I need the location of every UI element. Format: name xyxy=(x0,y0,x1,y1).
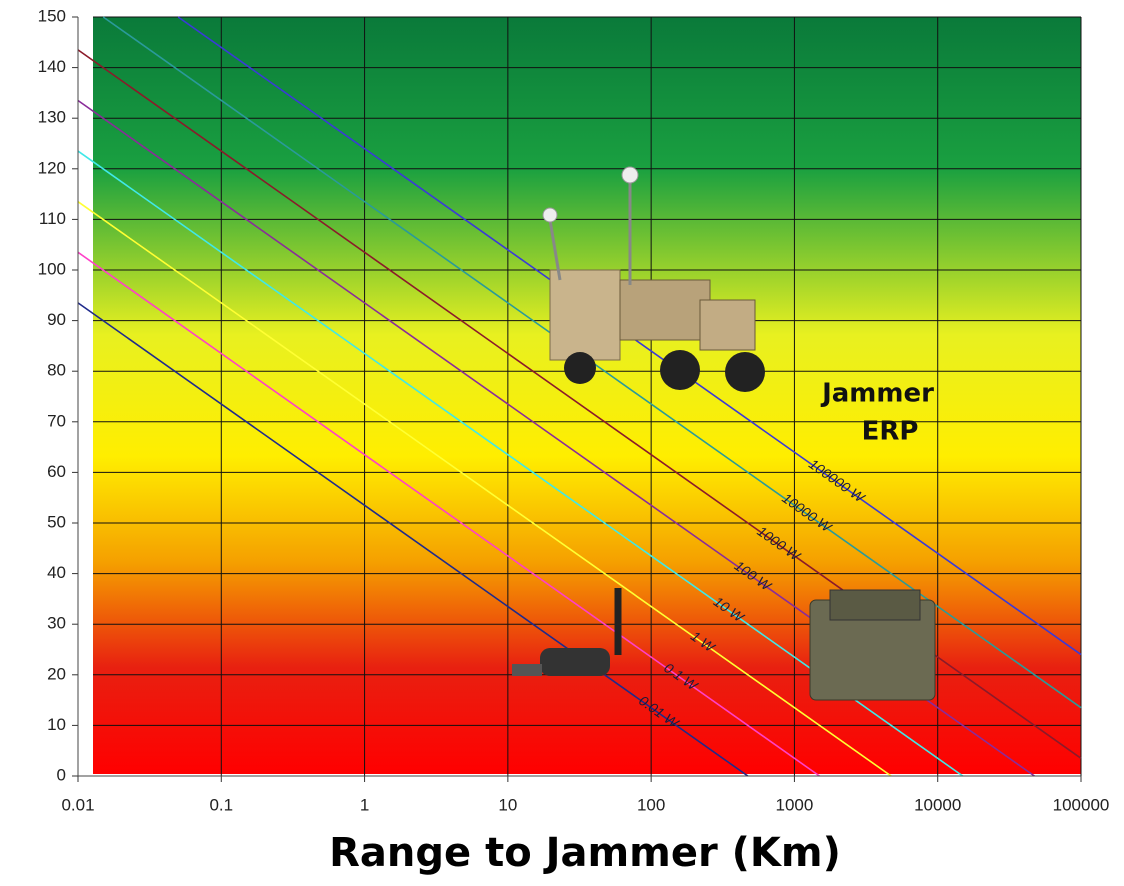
y-tick-label: 150 xyxy=(38,6,66,25)
y-tick-label: 0 xyxy=(57,765,66,784)
y-tick-label: 10 xyxy=(47,715,66,734)
x-tick-label: 100 xyxy=(637,795,665,814)
x-tick-label: 10 xyxy=(498,795,517,814)
y-tick-label: 90 xyxy=(47,310,66,329)
x-tick-label: 10000 xyxy=(914,795,961,814)
y-tick-label: 30 xyxy=(47,614,66,633)
y-tick-label: 100 xyxy=(38,259,66,278)
x-tick-label: 1 xyxy=(360,795,369,814)
x-tick-label: 100000 xyxy=(1053,795,1110,814)
x-tick-label: 1000 xyxy=(776,795,814,814)
x-tick-label: 0.1 xyxy=(209,795,233,814)
annotation: Jammer xyxy=(820,379,934,409)
y-tick-label: 130 xyxy=(38,108,66,127)
y-tick-label: 50 xyxy=(47,512,66,531)
jammer-box-picture xyxy=(810,590,935,700)
chart: 0.01 W0.1 W1 W10 W100 W1000 W10000 W1000… xyxy=(0,0,1124,886)
y-tick-label: 110 xyxy=(39,209,66,228)
y-tick-label: 140 xyxy=(38,57,66,76)
y-tick-label: 120 xyxy=(38,158,66,177)
x-axis-label: Range to Jammer (Km) xyxy=(329,830,841,876)
x-tick-label: 0.01 xyxy=(61,795,94,814)
y-tick-label: 20 xyxy=(47,664,66,683)
annotation: ERP xyxy=(862,417,919,447)
y-tick-label: 80 xyxy=(47,361,66,380)
y-tick-label: 40 xyxy=(47,563,66,582)
y-tick-label: 60 xyxy=(47,462,66,481)
y-tick-label: 70 xyxy=(47,411,66,430)
